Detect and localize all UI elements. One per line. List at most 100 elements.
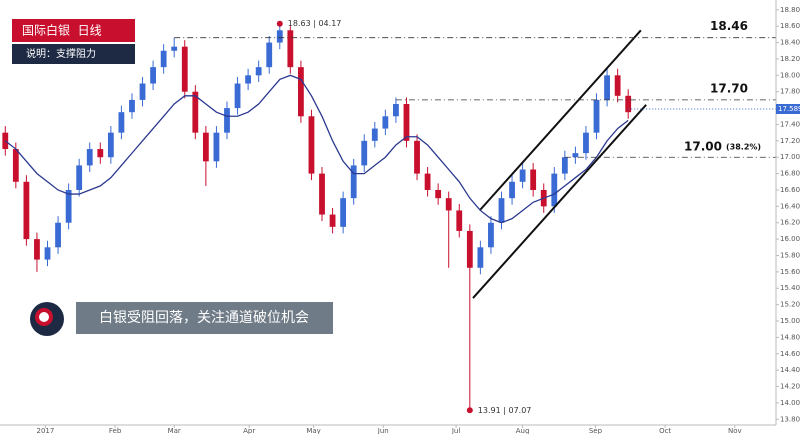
y-tick-label: 13.800 [780, 415, 800, 423]
candle-body [297, 67, 304, 117]
candle-body [625, 95, 632, 113]
candle-body [266, 42, 273, 68]
y-tick-label: 18.200 [780, 55, 800, 63]
candle-body [361, 140, 368, 166]
candle-body [583, 132, 589, 154]
y-tick-label: 15.200 [780, 301, 800, 309]
candle-body [593, 99, 600, 133]
x-tick-label: May [306, 427, 320, 434]
level-label: 17.00 [684, 140, 722, 154]
candle-body [44, 247, 51, 260]
candle-body [551, 173, 558, 207]
y-tick-label: 18.400 [780, 39, 800, 47]
y-tick-label: 17.800 [780, 88, 800, 96]
candle-body [435, 189, 442, 199]
y-tick-label: 14.000 [780, 399, 800, 407]
y-tick-label: 17.400 [780, 120, 800, 128]
plot-area: 18.46 17.70 17.00 (38.2%) 18.63 | 04.17 13.91… [2, 19, 776, 415]
candle-body [488, 222, 494, 248]
candle-body [118, 112, 125, 133]
y-tick-label: 16.400 [780, 202, 800, 210]
subtitle-box [12, 44, 135, 64]
y-tick-label: 18.600 [780, 22, 800, 30]
candle-body [308, 116, 315, 174]
y-tick-label: 15.400 [780, 284, 800, 292]
extreme-dot [276, 20, 283, 27]
candle-body [509, 181, 515, 199]
candle-body [403, 103, 410, 141]
candle-body [319, 173, 325, 215]
candle-body [150, 67, 156, 84]
y-tick-label: 16.200 [780, 219, 800, 227]
y-tick-label: 14.200 [780, 383, 800, 391]
candle-body [171, 46, 178, 51]
candle-body [530, 169, 537, 190]
moving-average [4, 74, 629, 224]
candle-body [86, 149, 93, 166]
chart-title: 国际白银 日线 [22, 23, 102, 38]
candle-body [572, 153, 579, 158]
candle-body [329, 214, 336, 227]
annotation: 18.63 | 04.17 [288, 19, 342, 28]
candle-body [23, 181, 30, 240]
y-tick-label: 17.200 [780, 137, 800, 145]
candle-body [414, 140, 420, 174]
extreme-dot [466, 407, 473, 414]
x-tick-label: Aug [516, 427, 530, 434]
y-tick-label: 15.800 [780, 251, 800, 259]
candle-body [604, 75, 610, 100]
candle-body [255, 67, 262, 76]
candle-body [424, 173, 431, 190]
candle-body [245, 75, 252, 84]
channel-line [479, 29, 642, 211]
candle-body [55, 222, 61, 248]
x-tick-label: Jul [451, 427, 461, 434]
candle-body [445, 198, 452, 211]
candle-body [213, 132, 220, 162]
candle-body [382, 116, 389, 129]
candle-body [160, 50, 167, 68]
candle-body [12, 149, 19, 182]
candle-body [76, 165, 83, 190]
x-tick-label: Sep [589, 427, 603, 434]
candle-body [393, 103, 399, 117]
candle-body [97, 149, 104, 158]
candle-body [466, 230, 473, 268]
headline-box [76, 302, 333, 334]
candle-body [561, 157, 568, 174]
x-tick-label: Nov [728, 427, 742, 434]
headline: 白银受阻回落，关注通道破位机会 [99, 310, 309, 326]
candle-body [107, 132, 114, 158]
candle-body [350, 165, 357, 199]
candle-body [234, 83, 241, 109]
candle-body [129, 99, 135, 113]
channel-line [472, 104, 647, 299]
candle-body [65, 189, 72, 223]
y-tick-label: 17.000 [780, 153, 800, 161]
x-tick-label: Feb [109, 427, 122, 434]
title-box [12, 19, 135, 42]
y-tick-label: 18.800 [780, 6, 800, 14]
candle-body [477, 247, 484, 268]
candle-body [519, 169, 526, 182]
x-tick-label: Mar [168, 427, 181, 434]
y-tick-label: 16.600 [780, 186, 800, 194]
y-tick-label: 16.800 [780, 170, 800, 178]
y-tick-label: 15.000 [780, 317, 800, 325]
candle-body [181, 46, 188, 92]
candle-body [34, 239, 40, 260]
annotation: 13.91 | 07.07 [478, 406, 532, 415]
last-price-label: 17.589 [778, 105, 800, 113]
candle-body [371, 128, 378, 141]
candle-body [224, 108, 230, 133]
y-tick-label: 14.400 [780, 366, 800, 374]
y-tick-label: 18.000 [780, 71, 800, 79]
logo [30, 302, 64, 336]
candle-body [202, 132, 209, 162]
level-label: 18.46 [710, 19, 748, 33]
y-tick-label: 14.800 [780, 333, 800, 341]
candle-body [139, 83, 146, 100]
y-tick-label: 15.600 [780, 268, 800, 276]
